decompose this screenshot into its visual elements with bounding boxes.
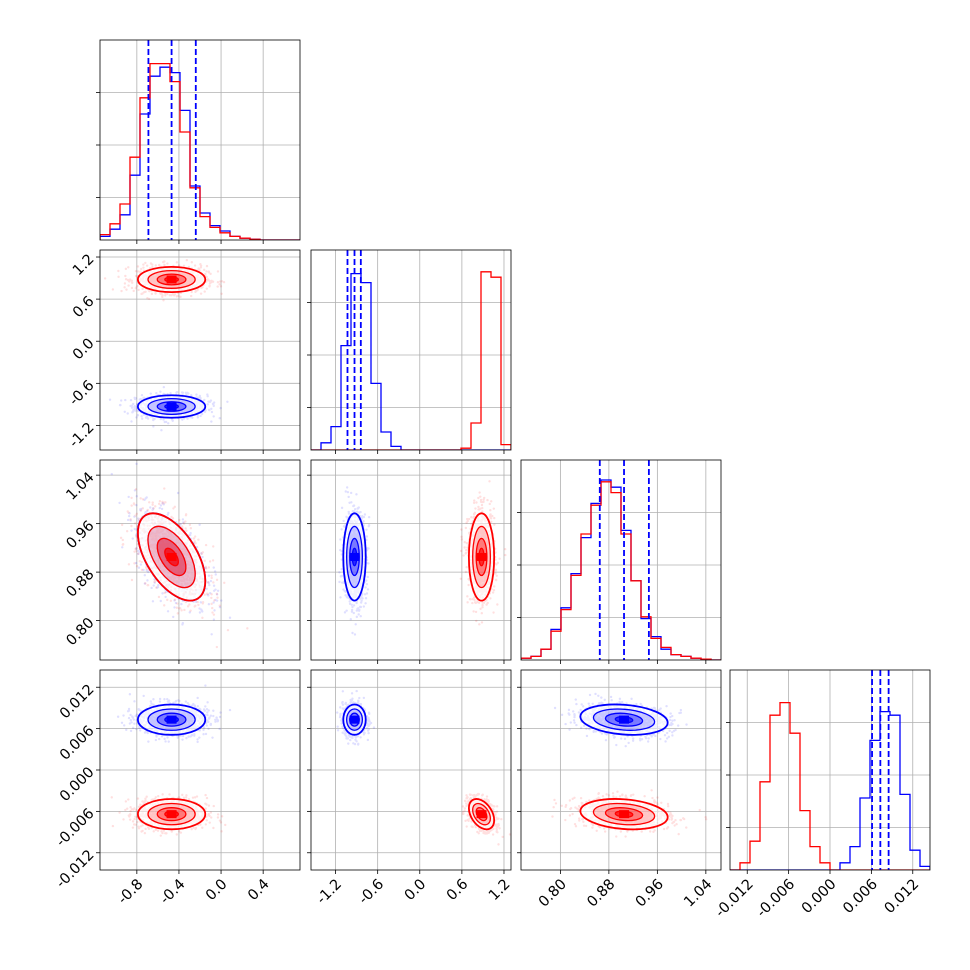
x-tick-label: 0.006 bbox=[840, 876, 881, 917]
y-tick-label: -0.006 bbox=[53, 806, 97, 850]
x-tick-label: 0.96 bbox=[633, 876, 667, 910]
y-tick-label: 0.88 bbox=[64, 566, 98, 600]
x-tick-label: -0.8 bbox=[115, 876, 146, 907]
histogram-blue bbox=[311, 272, 511, 450]
y-tick-label: 1.2 bbox=[70, 251, 98, 279]
y-tick-label: 1.04 bbox=[64, 469, 98, 503]
density-peak-red bbox=[619, 810, 630, 819]
x-tick-label: 0.0 bbox=[203, 876, 231, 904]
y-tick-label: 0.96 bbox=[64, 518, 98, 552]
panel-frame bbox=[310, 459, 512, 661]
density-peak-blue bbox=[349, 552, 360, 561]
histogram-blue bbox=[730, 710, 930, 870]
panel-frame bbox=[520, 459, 722, 661]
x-tick-label: -0.4 bbox=[157, 876, 188, 907]
y-tick-label: -0.6 bbox=[66, 378, 97, 409]
density-peak-red bbox=[166, 810, 177, 819]
density-peak-blue bbox=[166, 715, 177, 724]
y-tick-label: 0.000 bbox=[57, 764, 98, 805]
density-peak-blue bbox=[166, 402, 177, 411]
y-tick-label: -1.2 bbox=[66, 420, 97, 451]
y-tick-label: 0.0 bbox=[70, 336, 98, 364]
x-tick-label: 1.04 bbox=[681, 876, 715, 910]
y-tick-label: 0.80 bbox=[64, 615, 98, 649]
x-tick-label: 0.80 bbox=[536, 876, 570, 910]
x-tick-label: 1.2 bbox=[486, 876, 514, 904]
x-tick-label: 0.012 bbox=[882, 876, 923, 917]
panel-3-0 bbox=[96, 669, 301, 874]
x-tick-label: -0.6 bbox=[356, 876, 387, 907]
panel-frame bbox=[99, 459, 301, 661]
hist-panel-1 bbox=[307, 249, 512, 454]
x-tick-label: -0.006 bbox=[754, 876, 798, 920]
histogram-red bbox=[100, 62, 300, 240]
panel-frame bbox=[99, 249, 301, 451]
panel-3-1 bbox=[307, 669, 512, 874]
histogram-red bbox=[730, 701, 930, 870]
density-peak-red bbox=[166, 552, 177, 561]
panel-2-1 bbox=[307, 459, 512, 664]
x-tick-label: 0.88 bbox=[584, 876, 618, 910]
histogram-red bbox=[311, 271, 511, 450]
panel-3-2 bbox=[517, 669, 722, 874]
histogram-red bbox=[521, 481, 721, 660]
panel-1-0 bbox=[96, 249, 301, 454]
y-tick-label: 0.006 bbox=[57, 723, 98, 764]
hist-panel-3 bbox=[726, 669, 931, 874]
hist-panel-2 bbox=[517, 459, 722, 664]
x-tick-label: 0.0 bbox=[402, 876, 430, 904]
x-tick-label: 0.4 bbox=[245, 876, 273, 904]
hist-panel-0 bbox=[96, 39, 301, 244]
density-peak-blue bbox=[349, 715, 360, 724]
y-tick-label: 0.012 bbox=[57, 682, 98, 723]
panel-frame bbox=[99, 39, 301, 241]
panel-2-0 bbox=[96, 459, 301, 664]
y-tick-label: 0.6 bbox=[70, 293, 98, 321]
density-peak-red bbox=[476, 810, 487, 819]
x-tick-label: 0.000 bbox=[799, 876, 840, 917]
x-tick-label: 0.6 bbox=[444, 876, 472, 904]
density-peak-red bbox=[166, 275, 177, 284]
panel-frame bbox=[310, 249, 512, 451]
x-tick-label: -1.2 bbox=[314, 876, 345, 907]
density-peak-blue bbox=[619, 715, 630, 724]
density-peak-red bbox=[476, 552, 487, 561]
x-tick-label: -0.012 bbox=[712, 876, 756, 920]
y-tick-label: -0.012 bbox=[53, 847, 97, 891]
